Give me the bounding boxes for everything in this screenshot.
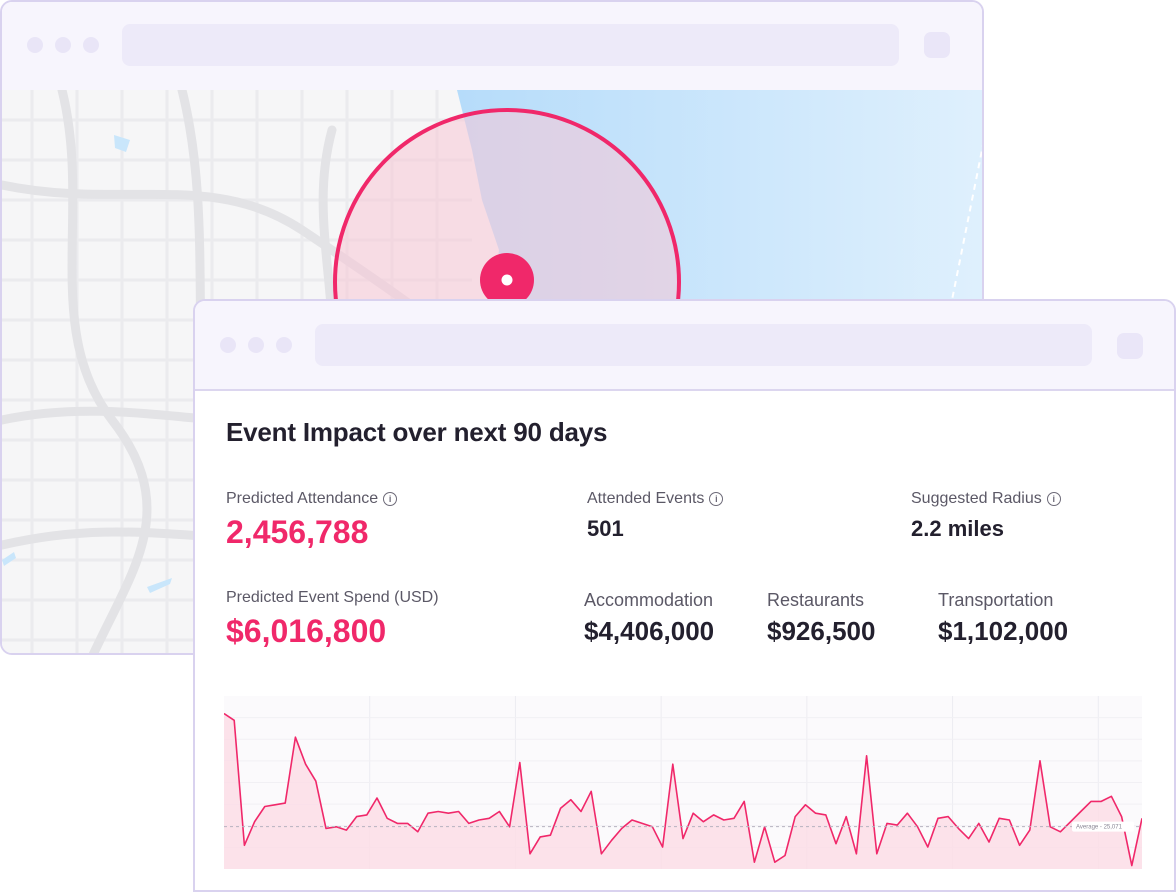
map-window-chrome — [2, 2, 982, 92]
transportation-label: Transportation — [938, 590, 1054, 610]
window-dot-minimize[interactable] — [248, 337, 264, 353]
suggested-radius-label-row: Suggested Radius i — [911, 490, 1061, 508]
window-dot-close[interactable] — [220, 337, 236, 353]
predicted-attendance-label-row: Predicted Attendance i — [226, 490, 398, 508]
info-icon[interactable]: i — [383, 492, 398, 506]
predicted-spend-label: Predicted Event Spend (USD) — [226, 589, 439, 606]
predicted-attendance-label: Predicted Attendance — [226, 490, 379, 507]
dashboard-window-chrome — [195, 301, 1174, 391]
info-icon[interactable]: i — [709, 492, 724, 506]
window-dot-minimize[interactable] — [55, 37, 71, 53]
dashboard-window: Event Impact over next 90 days Predicted… — [193, 299, 1176, 892]
restaurants-label: Restaurants — [767, 590, 865, 610]
average-label-background — [1072, 821, 1134, 832]
chart-area-fill — [223, 712, 1143, 869]
boundary-line — [951, 144, 982, 301]
accommodation-value: $4,406,000 — [584, 616, 715, 646]
map-window-action-button[interactable] — [924, 32, 950, 58]
predicted-attendance-value: 2,456,788 — [226, 514, 369, 550]
event-location-pin-center — [501, 274, 513, 286]
window-dot-maximize[interactable] — [276, 337, 292, 353]
attended-events-label: Attended Events — [587, 490, 705, 507]
window-dot-close[interactable] — [27, 37, 43, 53]
river-segment — [147, 578, 172, 593]
window-dot-maximize[interactable] — [83, 37, 99, 53]
pond — [2, 552, 16, 566]
dashboard-window-action-button[interactable] — [1117, 333, 1143, 359]
transportation-value: $1,102,000 — [938, 616, 1069, 646]
pond — [114, 135, 130, 152]
attendance-series-line — [223, 712, 1143, 867]
attended-events-value: 501 — [587, 516, 624, 541]
attended-events-label-row: Attended Events i — [587, 490, 724, 508]
accommodation-label: Accommodation — [584, 590, 714, 610]
attendance-chart[interactable]: Average - 25,071 — [223, 696, 1143, 869]
map-address-bar[interactable] — [122, 24, 899, 66]
attendance-area — [224, 713, 1142, 869]
suggested-radius-value: 2.2 miles — [911, 516, 1004, 541]
dashboard-title: Event Impact over next 90 days — [226, 417, 608, 447]
predicted-spend-value: $6,016,800 — [226, 613, 387, 649]
dashboard-address-bar[interactable] — [315, 324, 1092, 366]
info-icon[interactable]: i — [1046, 492, 1061, 506]
attendance-chart-svg: Average - 25,071 — [223, 696, 1143, 869]
average-label: Average - 25,071 — [1076, 825, 1123, 831]
suggested-radius-label: Suggested Radius — [911, 490, 1042, 507]
restaurants-value: $926,500 — [767, 616, 876, 646]
